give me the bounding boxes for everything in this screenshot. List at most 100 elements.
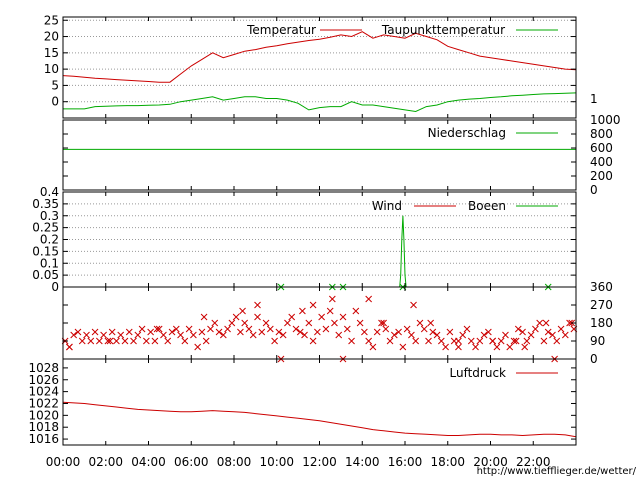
scatter-point (536, 319, 544, 327)
scatter-point (476, 337, 484, 345)
x-tick-label: 22:00 (516, 455, 551, 469)
scatter-point (254, 301, 261, 309)
y-tick-label: 1018 (28, 420, 59, 434)
scatter-point (200, 313, 208, 321)
scatter-point (249, 331, 257, 339)
y-tick-label: 1024 (28, 385, 59, 399)
scatter-point (335, 331, 343, 339)
scatter-point (523, 337, 531, 345)
scatter-point (403, 325, 411, 333)
y-tick-label-right: 800 (590, 127, 613, 141)
scatter-point (239, 307, 246, 315)
scatter-point (74, 328, 82, 336)
scatter-point (343, 325, 351, 333)
scatter-point (497, 337, 505, 345)
scatter-point (527, 331, 535, 339)
scatter-point (467, 337, 475, 345)
x-axis: 00:00 02:00 04:00 06:00 08:00 10:00 12:00 14:00… (46, 455, 551, 469)
scatter-point (480, 331, 488, 339)
scatter-point (87, 337, 95, 345)
scatter-point (202, 337, 210, 345)
scatter-point (314, 328, 321, 336)
scatter-point (309, 301, 317, 309)
scatter-point (542, 319, 550, 327)
scatter-point (429, 328, 437, 336)
y-tick-label-right: 90 (590, 334, 605, 348)
scatter-point (153, 325, 161, 333)
legend-boeen-label: Boeen (468, 199, 506, 213)
scatter-point (147, 328, 154, 336)
scatter-point (410, 301, 417, 309)
y-tick-label: 15 (44, 46, 59, 60)
legend-temperatur-label: Temperatur (246, 23, 316, 37)
scatter-point (380, 319, 387, 327)
y-tick-label-right: 0 (590, 183, 598, 197)
x-tick-label: 14:00 (345, 455, 380, 469)
y-tick-label: 1028 (28, 361, 59, 375)
scatter-point (262, 319, 270, 327)
scatter-point (237, 328, 244, 336)
scatter-point (78, 337, 86, 345)
x-tick-label: 12:00 (302, 455, 337, 469)
scatter-point (296, 328, 304, 336)
scatter-point (190, 331, 197, 339)
scatter-point (155, 325, 163, 333)
scatter-point (104, 337, 112, 345)
y-tick-label: 1020 (28, 408, 59, 422)
scatter-point (399, 343, 407, 351)
scatter-point (172, 325, 180, 333)
scatter-point (117, 331, 125, 339)
scatter-point (544, 328, 552, 336)
y-tick-label: 0.15 (32, 244, 59, 258)
x-tick-label: 00:00 (46, 455, 81, 469)
scatter-point (395, 328, 402, 336)
y-tick-label: 1022 (28, 396, 59, 410)
y-tick-label: 0.2 (40, 233, 59, 247)
y-tick-label-right: 1000 (590, 113, 621, 127)
x-tick-label: 06:00 (174, 455, 209, 469)
legend-niederschlag-label: Niederschlag (428, 126, 506, 140)
scatter-point (369, 343, 377, 351)
scatter-point (198, 328, 206, 336)
scatter-point (151, 337, 159, 345)
y-tick-label: 0.1 (40, 256, 59, 270)
legend-luftdruck-label: Luftdruck (449, 366, 506, 380)
x-tick-label: 20:00 (473, 455, 508, 469)
scatter-point (309, 337, 317, 345)
scatter-point (412, 337, 420, 345)
scatter-point (510, 337, 518, 345)
scatter-point (185, 325, 193, 333)
scatter-point (485, 328, 492, 336)
scatter-point (378, 319, 385, 327)
scatter-point (455, 343, 462, 351)
scatter-point (557, 325, 565, 333)
y-tick-label: 10 (44, 62, 59, 76)
x-tick-label: 16:00 (388, 455, 423, 469)
x-tick-label: 04:00 (131, 455, 166, 469)
panel-frame (62, 286, 577, 360)
scatter-point (442, 343, 449, 351)
scatter-point (365, 337, 373, 345)
scatter-point (512, 337, 520, 345)
x-tick-label: 08:00 (217, 455, 252, 469)
y-tick-label: 1026 (28, 373, 59, 387)
y-tick-label: 0 (51, 280, 59, 294)
scatter-point (228, 319, 236, 327)
scatter-point (427, 319, 435, 327)
scatter-point (540, 337, 548, 345)
source-url[interactable]: http://www.tiefflieger.de/wetter/ (477, 466, 637, 477)
y-tick-label-right: 400 (590, 155, 613, 169)
y-tick-label-right: 0 (590, 352, 598, 366)
scatter-point (91, 328, 99, 336)
scatter-point (181, 337, 189, 345)
y-tick-label: 1016 (28, 432, 59, 446)
scatter-point (232, 313, 240, 321)
scatter-point (472, 343, 479, 351)
legend-wind-label: Wind (372, 199, 402, 213)
scatter-point (420, 325, 428, 333)
panel-temperature: 0 5 10 15 20 25 1 Temperatur Taupunkttemperat… (44, 13, 598, 119)
x-tick-label: 18:00 (430, 455, 465, 469)
